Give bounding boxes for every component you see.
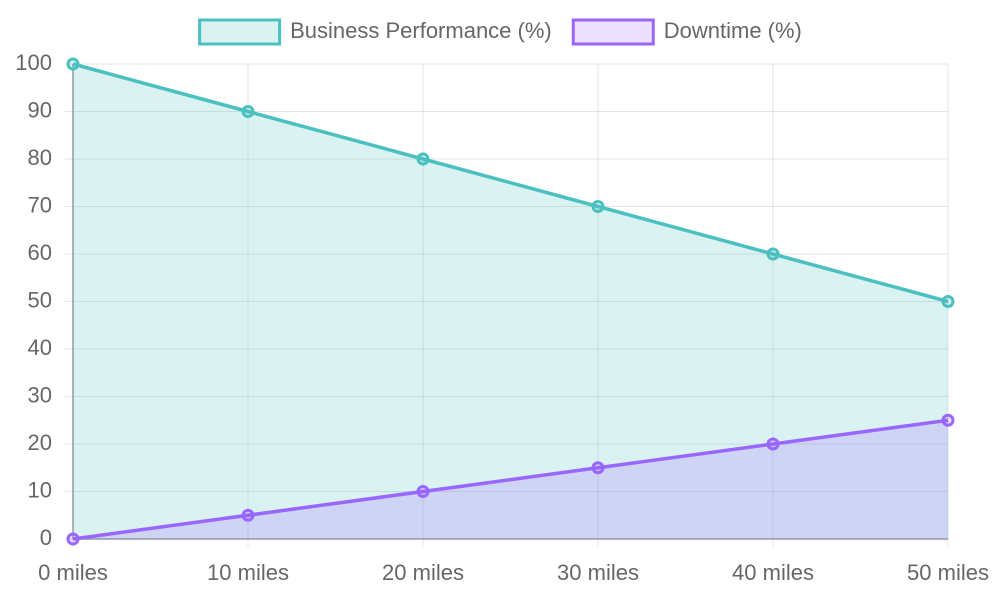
area-fill — [73, 64, 948, 539]
y-tick-label: 50 — [28, 287, 52, 312]
legend-swatch — [198, 18, 282, 46]
point — [416, 485, 430, 498]
point — [766, 247, 780, 261]
point — [766, 437, 780, 451]
point — [241, 508, 255, 522]
y-tick-label: 20 — [28, 430, 52, 455]
point — [241, 105, 255, 118]
y-tick-label: 80 — [28, 145, 52, 170]
line — [72, 62, 949, 304]
x-tick-label: 40 miles — [732, 560, 814, 585]
y-tick-label: 60 — [28, 240, 52, 265]
y-tick-label: 0 — [40, 525, 52, 550]
y-tick-label: 30 — [28, 382, 52, 407]
y-tick-label: 40 — [28, 335, 52, 360]
y-tick-label: 100 — [15, 50, 52, 75]
point — [66, 532, 80, 546]
legend-swatch — [571, 18, 655, 46]
point — [591, 200, 605, 213]
x-tick-label: 0 miles — [38, 560, 108, 585]
point — [416, 152, 430, 166]
point — [66, 57, 80, 71]
x-tick-label: 50 miles — [907, 560, 989, 585]
legend-label: Downtime (%) — [664, 18, 802, 43]
point — [941, 413, 955, 427]
x-tick-label: 20 miles — [382, 560, 464, 585]
point — [591, 461, 605, 475]
y-tick-label: 70 — [28, 192, 52, 217]
line — [72, 418, 949, 541]
point — [941, 295, 955, 308]
x-tick-label: 30 miles — [557, 560, 639, 585]
x-tick-label: 10 miles — [207, 560, 289, 585]
y-tick-label: 10 — [28, 477, 52, 502]
y-tick-label: 90 — [28, 97, 52, 122]
legend-label: Business Performance (%) — [290, 18, 552, 43]
